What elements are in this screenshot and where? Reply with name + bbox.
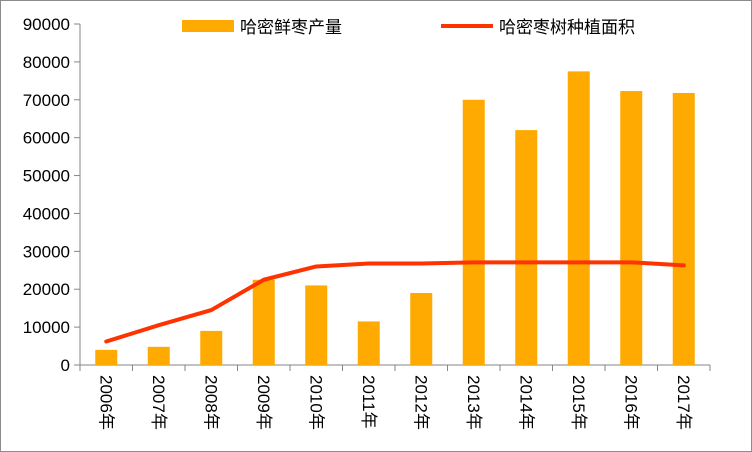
y-tick-labels: 0 10000 20000 30000 40000 50000 60000 70000 8000… (23, 15, 70, 375)
bar-2013年 (462, 99, 485, 366)
y-tick-label: 70000 (23, 91, 70, 110)
x-tick-label: 2015年 (569, 375, 588, 430)
bar-2007年 (147, 346, 170, 365)
bar-2016年 (620, 91, 643, 366)
x-tick-label: 2012年 (411, 375, 430, 430)
y-tick-label: 30000 (23, 242, 70, 261)
bar-2015年 (567, 71, 590, 365)
axes (74, 23, 711, 371)
bar-2008年 (200, 330, 223, 365)
x-tick-label: 2016年 (621, 375, 640, 430)
line-area (104, 260, 686, 344)
y-tick-label: 50000 (23, 167, 70, 186)
bar-2011年 (357, 321, 380, 365)
y-tick-label: 0 (61, 356, 70, 375)
bar-2014年 (515, 130, 538, 365)
bar-2010年 (305, 285, 328, 365)
y-tick-label: 80000 (23, 53, 70, 72)
legend: 哈密鲜枣产量 哈密枣树种植面积 (182, 18, 635, 38)
bar-2009年 (252, 279, 275, 365)
bars (95, 71, 695, 366)
bar-2012年 (410, 293, 433, 365)
x-tick-label: 2011年 (359, 375, 378, 429)
x-tick-label: 2009年 (254, 375, 273, 430)
y-tick-label: 90000 (23, 15, 70, 34)
y-tick-label: 40000 (23, 204, 70, 223)
x-tick-label: 2010年 (306, 375, 325, 430)
y-tick-label: 20000 (23, 280, 70, 299)
legend-swatch-production (182, 20, 234, 32)
x-tick-label: 2014年 (516, 375, 535, 430)
x-tick-label: 2007年 (149, 375, 168, 430)
x-tick-label: 2013年 (464, 375, 483, 430)
y-tick-label: 10000 (23, 318, 70, 337)
y-tick-label: 60000 (23, 129, 70, 148)
legend-label-production: 哈密鲜枣产量 (240, 18, 342, 38)
line-series (104, 260, 686, 344)
legend-label-area: 哈密枣树种植面积 (499, 18, 635, 38)
bar-2017年 (672, 92, 695, 366)
bar-2006年 (95, 349, 118, 365)
x-tick-labels: 2006年 2007年 2008年 2009年 2010年 2011年 2012年 2013年… (96, 375, 693, 430)
x-tick-label: 2006年 (96, 375, 115, 430)
x-tick-label: 2008年 (201, 375, 220, 430)
x-tick-label: 2017年 (674, 375, 693, 430)
